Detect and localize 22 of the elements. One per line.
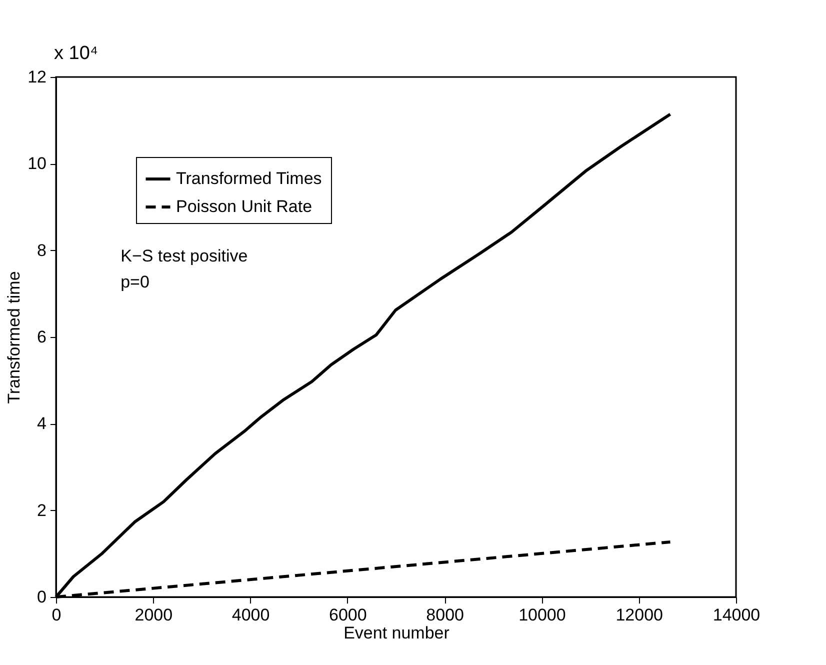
x-tick-label: 8000 bbox=[426, 606, 464, 624]
x-tick-label: 12000 bbox=[616, 606, 663, 624]
x-tick-label: 6000 bbox=[329, 606, 367, 624]
text: x 10⁴ bbox=[54, 43, 98, 64]
x-tick-label: 10000 bbox=[518, 606, 566, 624]
y-tick-label: 8 bbox=[37, 240, 46, 260]
x-tick-label: 2000 bbox=[134, 606, 173, 624]
y-tick-label: 12 bbox=[28, 68, 46, 86]
annotation: p=0 bbox=[120, 272, 150, 292]
x-axis-title: Event number bbox=[344, 624, 450, 642]
y-tick-label: 6 bbox=[37, 328, 46, 346]
y-tick-label: 2 bbox=[37, 500, 46, 520]
annotation: K−S test positive bbox=[120, 246, 248, 266]
x-tick-label: 0 bbox=[52, 606, 62, 624]
y-axis-title: Transformed time bbox=[4, 271, 24, 404]
x-tick-label: 4000 bbox=[232, 606, 270, 624]
y-tick-label: 0 bbox=[37, 588, 46, 606]
y-tick-label: 4 bbox=[37, 414, 46, 434]
legend-label: Poisson Unit Rate bbox=[176, 197, 312, 216]
legend-label: Transformed Times bbox=[176, 169, 322, 188]
x-tick-label: 14000 bbox=[712, 606, 760, 624]
y-tick-label: 10 bbox=[28, 154, 46, 174]
